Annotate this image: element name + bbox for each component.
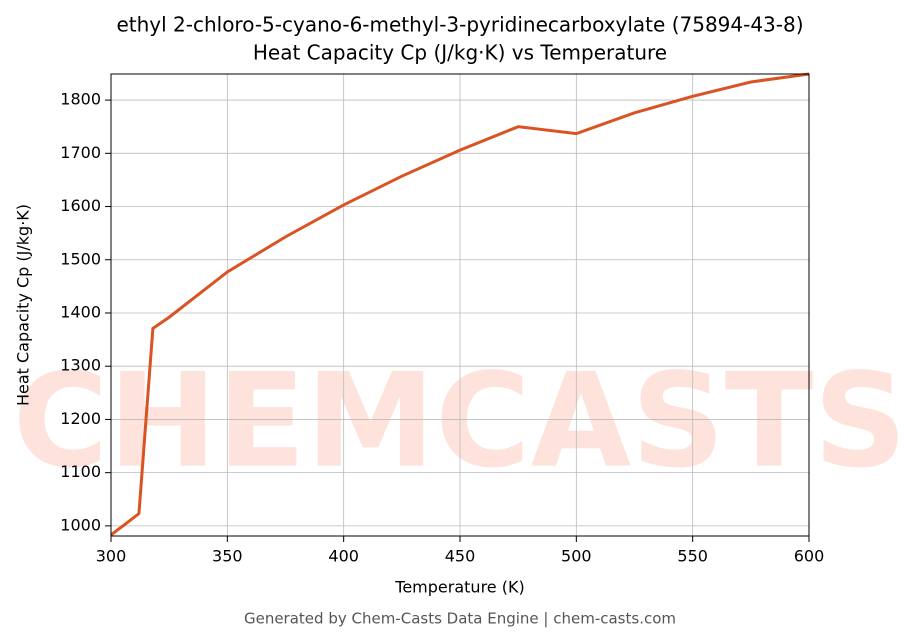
plot-frame bbox=[110, 73, 810, 537]
x-axis-label: Temperature (K) bbox=[394, 578, 524, 597]
x-tick-label: 400 bbox=[328, 547, 359, 566]
x-tick-label: 600 bbox=[794, 547, 825, 566]
chart-title: ethyl 2-chloro-5-cyano-6-methyl-3-pyridi… bbox=[116, 13, 803, 37]
y-tick-label: 1600 bbox=[60, 196, 101, 215]
y-tick-label: 1000 bbox=[60, 515, 101, 534]
chart-subtitle: Heat Capacity Cp (J/kg·K) vs Temperature bbox=[253, 41, 667, 65]
y-axis-label: Heat Capacity Cp (J/kg·K) bbox=[14, 204, 33, 406]
x-tick-label: 300 bbox=[96, 547, 127, 566]
data-line bbox=[110, 72, 810, 537]
y-tick-label: 1200 bbox=[60, 409, 101, 428]
y-tick-label: 1300 bbox=[60, 356, 101, 375]
x-tick-label: 550 bbox=[677, 547, 708, 566]
x-tick-label: 500 bbox=[561, 547, 592, 566]
footer: Generated by Chem-Casts Data Engine | ch… bbox=[244, 610, 676, 628]
watermark: CHEMCASTS bbox=[13, 345, 904, 497]
y-tick-label: 1800 bbox=[60, 90, 101, 109]
y-tick-label: 1700 bbox=[60, 143, 101, 162]
x-tick-label: 350 bbox=[212, 547, 243, 566]
x-tick-label: 450 bbox=[445, 547, 476, 566]
y-tick-label: 1500 bbox=[60, 249, 101, 268]
y-tick-label: 1400 bbox=[60, 302, 101, 321]
y-tick-label: 1100 bbox=[60, 462, 101, 481]
